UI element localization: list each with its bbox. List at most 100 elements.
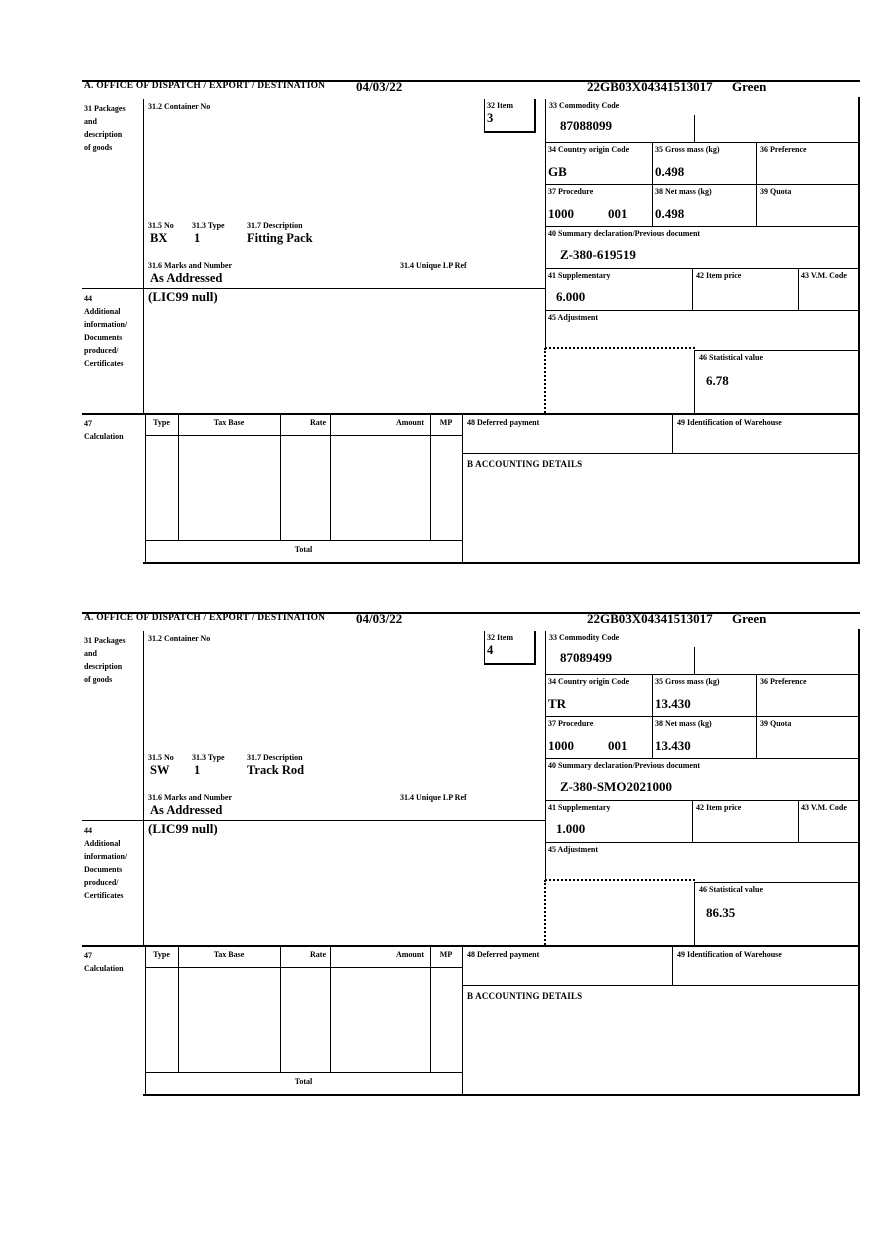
commodity-code-divider [694, 115, 695, 142]
calc-col-amount: Amount [395, 950, 424, 959]
rule [545, 800, 860, 801]
label-line: information/ [84, 320, 128, 329]
preference-label: 36 Preference [760, 677, 807, 686]
statistical-value-value: 6.78 [706, 373, 729, 388]
label-line: Calculation [84, 964, 124, 973]
rule [545, 268, 860, 269]
item-price-label: 42 Item price [696, 803, 742, 812]
rule [672, 947, 673, 985]
top-rule [82, 612, 860, 614]
item-number-value: 3 [487, 111, 494, 125]
rule [692, 268, 693, 310]
calc-col-amount: Amount [395, 418, 424, 427]
total-label: Total [294, 545, 313, 554]
calc-col-rate: Rate [310, 418, 326, 427]
label-line: description [84, 662, 123, 671]
calc-col-mp: MP [439, 950, 453, 959]
rule [145, 1072, 462, 1073]
calc-col-rate: Rate [310, 950, 326, 959]
right-column-rule [545, 99, 546, 348]
rule [545, 142, 860, 143]
rule [545, 758, 860, 759]
container-no-label: 31.2 Container No [148, 102, 211, 111]
unique-lp-ref-label: 31.4 Unique LP Ref [400, 793, 467, 802]
calc-col-type: Type [153, 418, 170, 427]
rule [280, 415, 281, 540]
package-type-value: 1 [194, 231, 201, 245]
package-no-value: SW [150, 763, 170, 777]
rule [545, 184, 860, 185]
vm-code-label: 43 V.M. Code [801, 803, 847, 812]
rule [145, 1072, 146, 1094]
rule [330, 415, 331, 540]
label-line: 47 [84, 419, 92, 428]
net-mass-value: 13.430 [655, 738, 691, 753]
net-mass-label: 38 Net mass (kg) [655, 719, 712, 728]
label-line: Additional [84, 307, 121, 316]
deferred-payment-label: 48 Deferred payment [467, 950, 540, 959]
box44-separator-rule [82, 288, 545, 289]
package-description-value: Fitting Pack [247, 231, 313, 245]
rule [545, 842, 860, 843]
package-type-value: 1 [194, 763, 201, 777]
label-line: description [84, 130, 123, 139]
package-type-label: 31.3 Type [192, 221, 225, 230]
office-of-dispatch-label: A. OFFICE OF DISPATCH / EXPORT / DESTINA… [84, 613, 326, 623]
rule [462, 453, 860, 454]
gross-mass-value: 0.498 [655, 164, 685, 179]
warehouse-id-label: 49 Identification of Warehouse [677, 418, 782, 427]
unique-lp-ref-label: 31.4 Unique LP Ref [400, 261, 467, 270]
commodity-code-divider [694, 647, 695, 674]
top-rule [82, 80, 860, 82]
item-number-box [484, 631, 536, 665]
box31-label: 31 Packages and description of goods [84, 102, 142, 154]
rule [462, 985, 860, 986]
label-line: produced/ [84, 878, 119, 887]
deferred-payment-label: 48 Deferred payment [467, 418, 540, 427]
outer-right-rule [858, 629, 860, 1096]
additional-info-value: (LIC99 null) [148, 289, 218, 304]
rule [652, 674, 653, 758]
box44-label: 44 Additional information/ Documents pro… [84, 292, 142, 370]
country-origin-value: GB [548, 164, 567, 179]
package-no-value: BX [150, 231, 168, 245]
item-block-1: A. OFFICE OF DISPATCH / EXPORT / DESTINA… [82, 79, 862, 566]
rule [280, 947, 281, 1072]
previous-document-value: Z-380-619519 [560, 247, 636, 262]
rule [545, 716, 860, 717]
routing-value: Green [732, 79, 767, 94]
calc-col-tax-base: Tax Base [213, 418, 245, 427]
rule [178, 415, 179, 540]
rule [145, 947, 146, 1072]
statistical-value-label: 46 Statistical value [699, 353, 763, 362]
commodity-code-value: 87089499 [560, 650, 612, 665]
summary-declaration-label: 40 Summary declaration/Previous document [548, 761, 701, 770]
office-of-dispatch-label: A. OFFICE OF DISPATCH / EXPORT / DESTINA… [84, 81, 326, 91]
quota-label: 39 Quota [760, 187, 792, 196]
statistical-value-box [694, 350, 860, 413]
rule [145, 967, 462, 968]
quota-label: 39 Quota [760, 719, 792, 728]
previous-document-value: Z-380-SMO2021000 [560, 779, 672, 794]
rule [756, 142, 757, 226]
date-value: 04/03/22 [356, 79, 403, 94]
box44-label: 44 Additional information/ Documents pro… [84, 824, 142, 902]
rule [756, 674, 757, 758]
label-line: 44 [84, 294, 92, 303]
calc-col-tax-base: Tax Base [213, 950, 245, 959]
rule [692, 800, 693, 842]
box47-label: 47 Calculation [84, 949, 142, 975]
package-description-label: 31.7 Description [247, 753, 303, 762]
label-line: 31 Packages [84, 104, 126, 113]
adjustment-label: 45 Adjustment [548, 845, 599, 854]
commodity-code-label: 33 Commodity Code [549, 633, 620, 642]
rule [798, 268, 799, 310]
label-line: and [84, 649, 97, 658]
statistical-value-label: 46 Statistical value [699, 885, 763, 894]
box47-label: 47 Calculation [84, 417, 142, 443]
label-line: 31 Packages [84, 636, 126, 645]
rule [145, 540, 146, 562]
procedure-suffix-value: 001 [608, 206, 628, 221]
rule [672, 415, 673, 453]
